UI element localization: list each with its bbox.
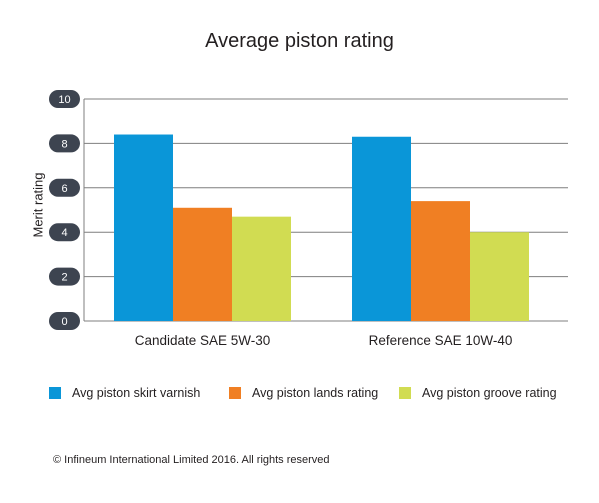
legend-label: Avg piston groove rating (422, 386, 557, 400)
y-tick-label: 0 (61, 316, 67, 328)
bar (411, 201, 470, 321)
legend-item-skirt-varnish: Avg piston skirt varnish (49, 386, 200, 400)
copyright-notice: © Infineum International Limited 2016. A… (53, 454, 330, 466)
legend-label: Avg piston skirt varnish (72, 386, 201, 400)
x-axis-labels: Candidate SAE 5W-30 Reference SAE 10W-40 (135, 333, 513, 348)
y-tick-label: 8 (61, 138, 67, 150)
bar (470, 232, 529, 321)
y-tick-pill (49, 134, 80, 153)
y-tick-label: 4 (61, 227, 67, 239)
bars (114, 134, 529, 321)
y-tick-pill (49, 90, 80, 108)
legend-item-groove-rating: Avg piston groove rating (399, 386, 557, 400)
y-tick-pill (49, 312, 80, 330)
y-tick-pill (49, 178, 80, 197)
y-tick-pill (49, 267, 80, 286)
y-tick-label: 6 (61, 183, 67, 195)
x-tick-label: Reference SAE 10W-40 (369, 333, 513, 348)
bar (232, 216, 291, 321)
bar (114, 134, 173, 321)
bar (352, 136, 411, 321)
y-tick-pill (49, 223, 80, 242)
y-axis-label: Merit rating (30, 172, 46, 238)
chart-title: Average piston rating (205, 30, 394, 52)
bar (173, 207, 232, 321)
legend-label: Avg piston lands rating (252, 386, 379, 400)
y-tick-label: 10 (58, 94, 70, 106)
y-axis-ticks: 0 2 4 6 8 10 (49, 90, 80, 330)
legend-swatch-lands-rating (229, 387, 241, 399)
y-tick-label: 2 (61, 272, 67, 284)
legend-item-lands-rating: Avg piston lands rating (229, 386, 378, 400)
x-tick-label: Candidate SAE 5W-30 (135, 333, 271, 348)
legend-swatch-skirt-varnish (49, 387, 61, 399)
legend-swatch-groove-rating (399, 387, 411, 399)
